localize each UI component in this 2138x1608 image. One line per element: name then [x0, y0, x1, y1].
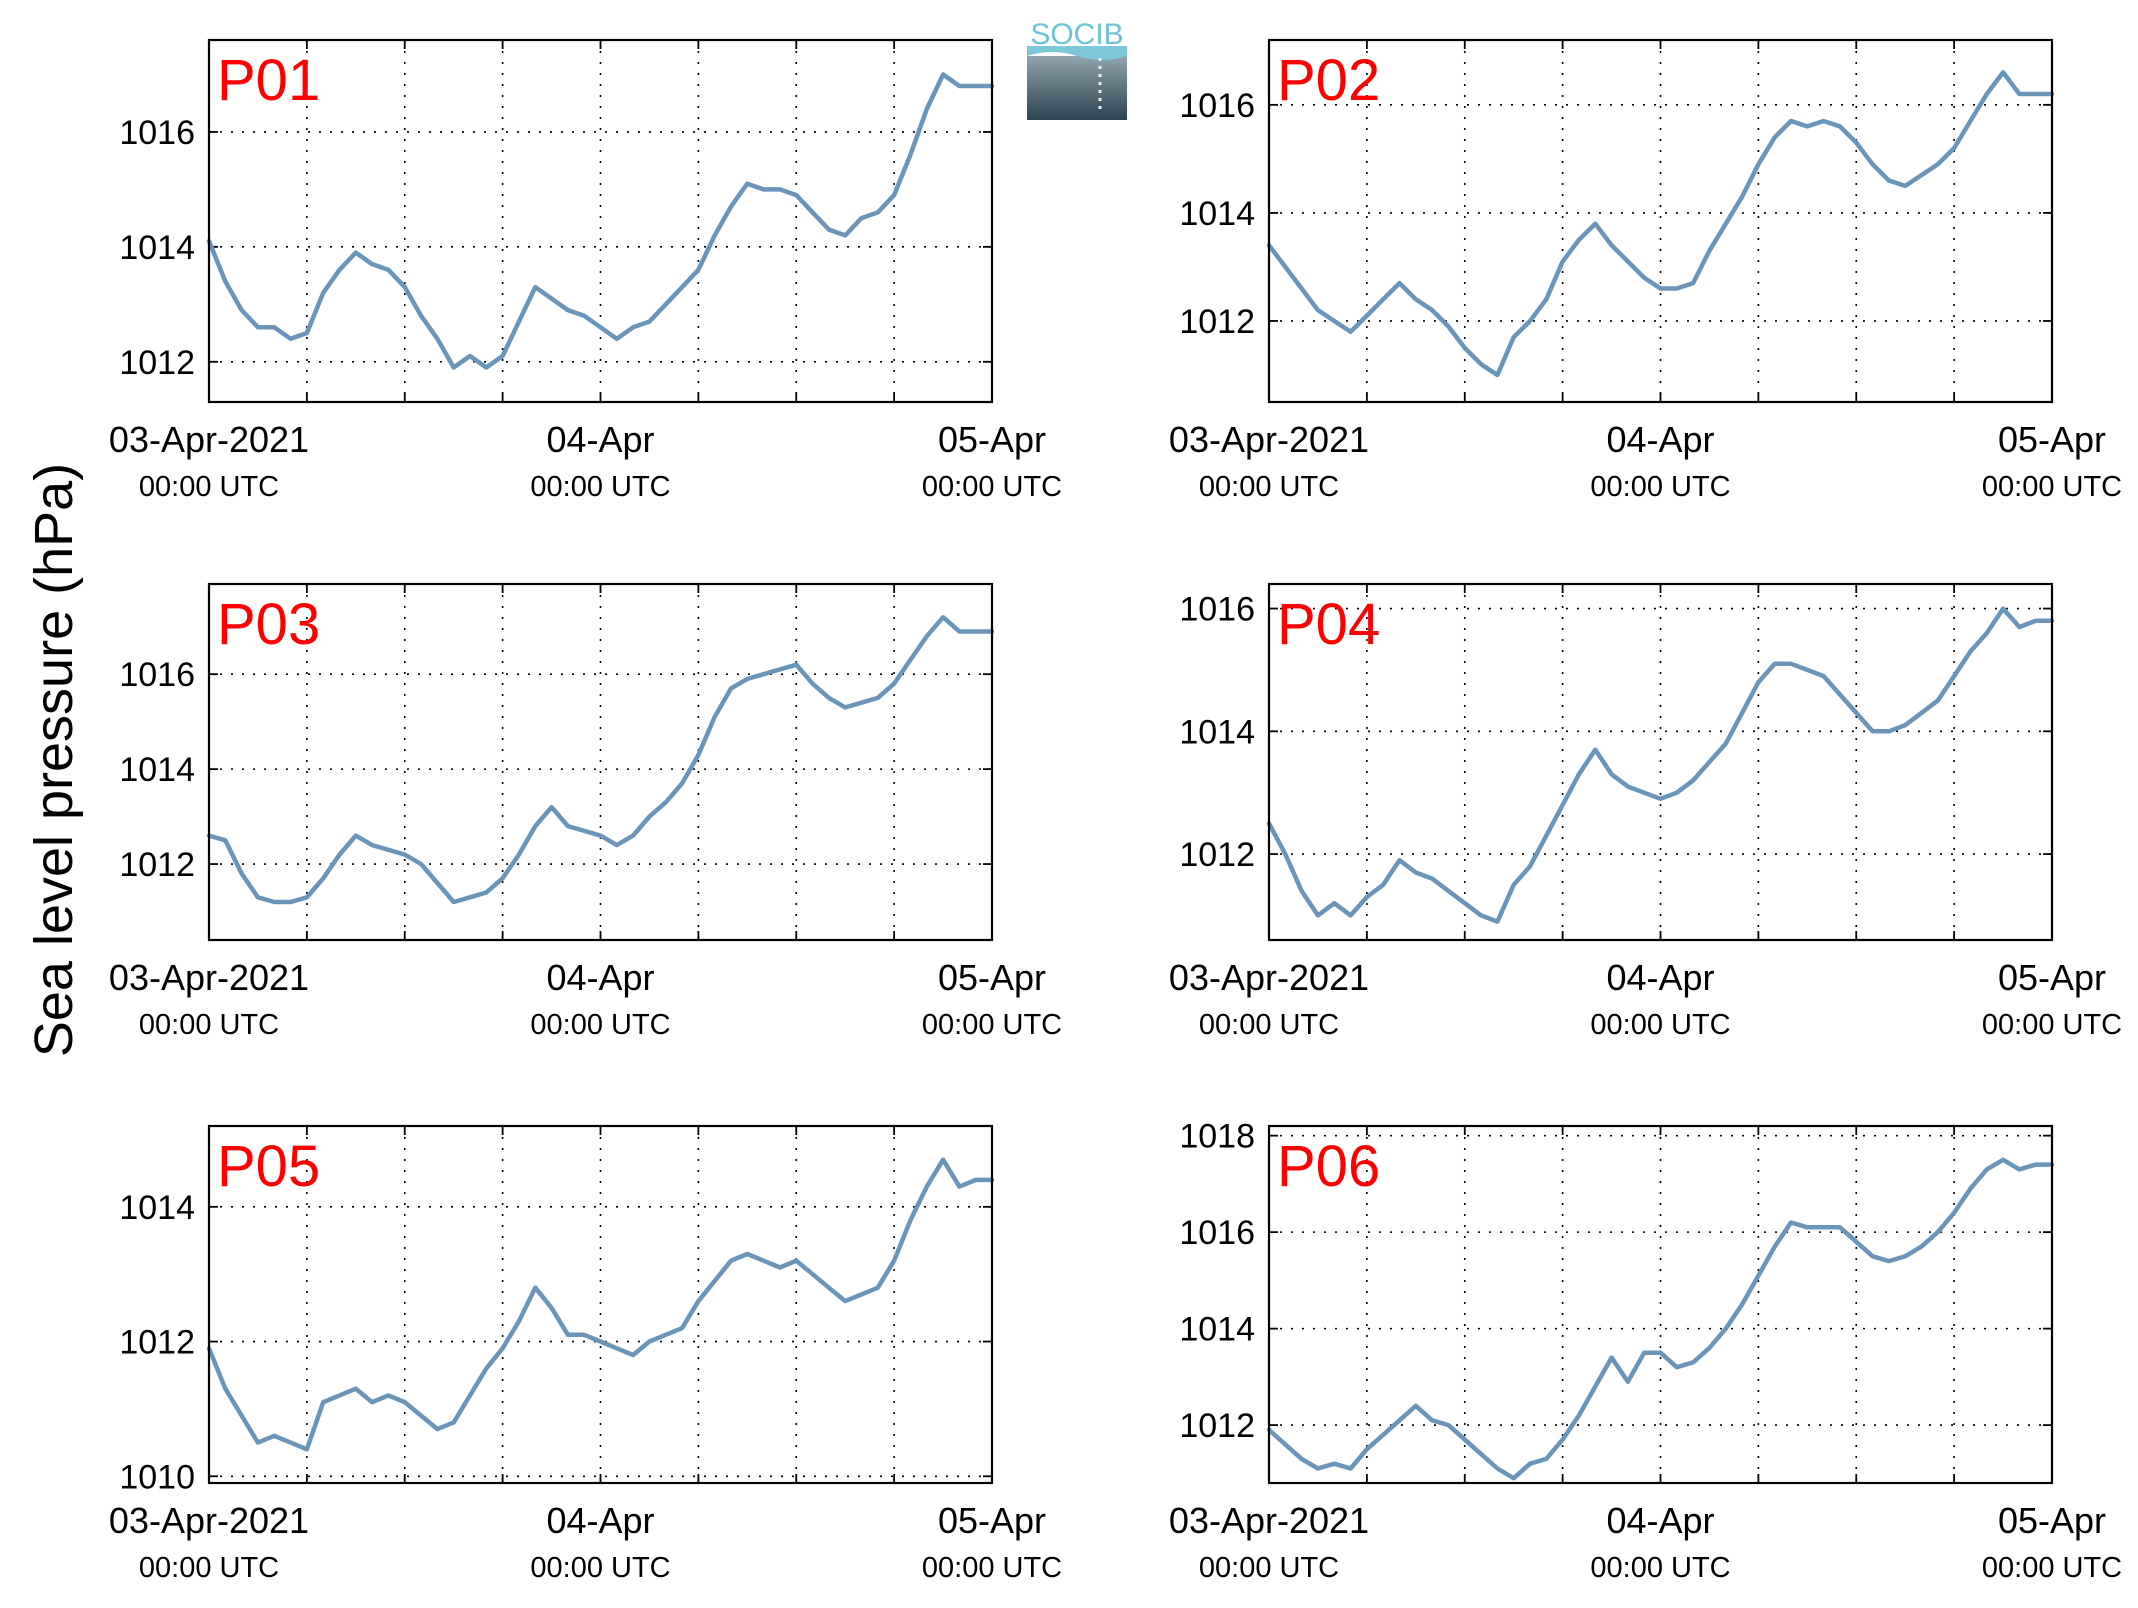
x-tick-label-date: 05-Apr: [938, 957, 1046, 998]
x-tick-label-time: 00:00 UTC: [139, 1009, 279, 1041]
x-tick-label-time: 00:00 UTC: [1590, 471, 1730, 503]
axes-frame: [207, 582, 994, 942]
x-tick-label-time: 00:00 UTC: [922, 1552, 1062, 1584]
y-tick-label: 1012: [119, 1324, 195, 1362]
panel-label: P06: [1277, 1134, 1380, 1199]
x-tick-label-time: 00:00 UTC: [922, 471, 1062, 503]
series-line: [206, 72, 995, 370]
panel-p04: 1012 1014 1016 P04 03-Apr-2021 00:00 UTC 04-Ap…: [1169, 582, 2122, 1041]
x-tick-label-date: 03-Apr-2021: [109, 419, 309, 460]
panel-label: P05: [217, 1134, 320, 1199]
panel-p03: 1012 1014 1016 P03 03-Apr-2021 00:00 UTC 04-Ap…: [109, 582, 1062, 1041]
axes-frame: [1267, 38, 2054, 404]
y-tick-label: 1014: [1179, 713, 1255, 751]
x-tick-label-date: 04-Apr: [546, 419, 654, 460]
y-tick-label: 1012: [1179, 836, 1255, 874]
logo-wave: [1027, 46, 1127, 60]
panel-label: P03: [217, 592, 320, 657]
y-tick-label: 1014: [1179, 195, 1255, 233]
x-tick-label-time: 00:00 UTC: [1199, 471, 1339, 503]
series-line: [1266, 70, 2055, 378]
y-tick-label: 1016: [119, 114, 195, 152]
x-tick-label-date: 05-Apr: [1998, 1500, 2106, 1541]
y-tick-label: 1012: [119, 344, 195, 382]
y-tick-label: 1012: [1179, 303, 1255, 341]
x-tick-label-date: 05-Apr: [938, 1500, 1046, 1541]
series-line: [206, 614, 995, 905]
socib-logo: SOCIB: [1027, 18, 1127, 120]
y-tick-label: 1010: [119, 1458, 195, 1496]
axes-frame: [207, 1124, 994, 1485]
series-line: [206, 1157, 995, 1452]
x-tick-label-date: 04-Apr: [1606, 1500, 1714, 1541]
x-tick-label-date: 05-Apr: [1998, 419, 2106, 460]
x-tick-label-time: 00:00 UTC: [530, 1009, 670, 1041]
x-tick-label-time: 00:00 UTC: [1982, 1552, 2122, 1584]
x-tick-label-date: 04-Apr: [1606, 957, 1714, 998]
x-tick-label-time: 00:00 UTC: [139, 471, 279, 503]
logo-text: SOCIB: [1030, 18, 1123, 51]
y-tick-label: 1012: [119, 846, 195, 884]
series-line: [1266, 606, 2055, 924]
y-tick-label: 1016: [119, 656, 195, 694]
x-tick-label-date: 04-Apr: [546, 957, 654, 998]
x-tick-label-time: 00:00 UTC: [1199, 1552, 1339, 1584]
x-tick-label-time: 00:00 UTC: [530, 471, 670, 503]
x-tick-label-time: 00:00 UTC: [1590, 1552, 1730, 1584]
x-tick-label-date: 05-Apr: [1998, 957, 2106, 998]
y-tick-label: 1016: [1179, 1214, 1255, 1252]
logo-sea-block: [1027, 56, 1127, 120]
plot-area: [1269, 40, 2052, 402]
y-tick-label: 1014: [1179, 1311, 1255, 1349]
axes-frame: [1267, 1124, 2054, 1485]
panel-label: P04: [1277, 592, 1380, 657]
x-tick-label-date: 03-Apr-2021: [109, 957, 309, 998]
series-line: [1266, 1157, 2055, 1481]
y-tick-label: 1016: [1179, 87, 1255, 125]
x-tick-label-time: 00:00 UTC: [1199, 1009, 1339, 1041]
x-tick-label-time: 00:00 UTC: [530, 1552, 670, 1584]
panel-p02: 1012 1014 1016 P02 03-Apr-2021 00:00 UTC 04-Ap…: [1169, 38, 2122, 503]
x-tick-label-date: 04-Apr: [1606, 419, 1714, 460]
y-tick-label: 1018: [1179, 1118, 1255, 1156]
y-tick-label: 1016: [1179, 591, 1255, 629]
panel-p05: 1010 1012 1014 P05 03-Apr-2021 00:00 UTC 04-Ap…: [109, 1124, 1062, 1584]
panels: 1012 1014 1016 P01 03-Apr-2021 00:00 UTC 04-Ap…: [109, 38, 2122, 1584]
x-tick-label-date: 03-Apr-2021: [1169, 1500, 1369, 1541]
x-tick-label-time: 00:00 UTC: [1982, 471, 2122, 503]
x-tick-label-date: 03-Apr-2021: [1169, 957, 1369, 998]
y-tick-label: 1014: [119, 229, 195, 267]
x-tick-label-time: 00:00 UTC: [1982, 1009, 2122, 1041]
panel-label: P01: [217, 48, 320, 113]
y-tick-label: 1014: [119, 1189, 195, 1227]
y-tick-label: 1012: [1179, 1407, 1255, 1445]
panel-label: P02: [1277, 48, 1380, 113]
y-axis-label: Sea level pressure (hPa): [24, 463, 84, 1057]
axes-frame: [1267, 582, 2054, 942]
x-tick-label-date: 05-Apr: [938, 419, 1046, 460]
axes-frame: [207, 38, 994, 404]
plot-area: [209, 1126, 992, 1483]
x-tick-label-date: 04-Apr: [546, 1500, 654, 1541]
x-tick-label-date: 03-Apr-2021: [109, 1500, 309, 1541]
x-tick-label-time: 00:00 UTC: [922, 1009, 1062, 1041]
x-tick-label-date: 03-Apr-2021: [1169, 419, 1369, 460]
x-tick-label-time: 00:00 UTC: [139, 1552, 279, 1584]
y-tick-label: 1014: [119, 751, 195, 789]
panel-p01: 1012 1014 1016 P01 03-Apr-2021 00:00 UTC 04-Ap…: [109, 38, 1062, 503]
x-tick-label-time: 00:00 UTC: [1590, 1009, 1730, 1041]
plot-area: [209, 40, 992, 402]
panel-p06: 1012 1014 1016 1018 P06 03-Apr-2021 00:00 UTC 0…: [1169, 1118, 2122, 1584]
